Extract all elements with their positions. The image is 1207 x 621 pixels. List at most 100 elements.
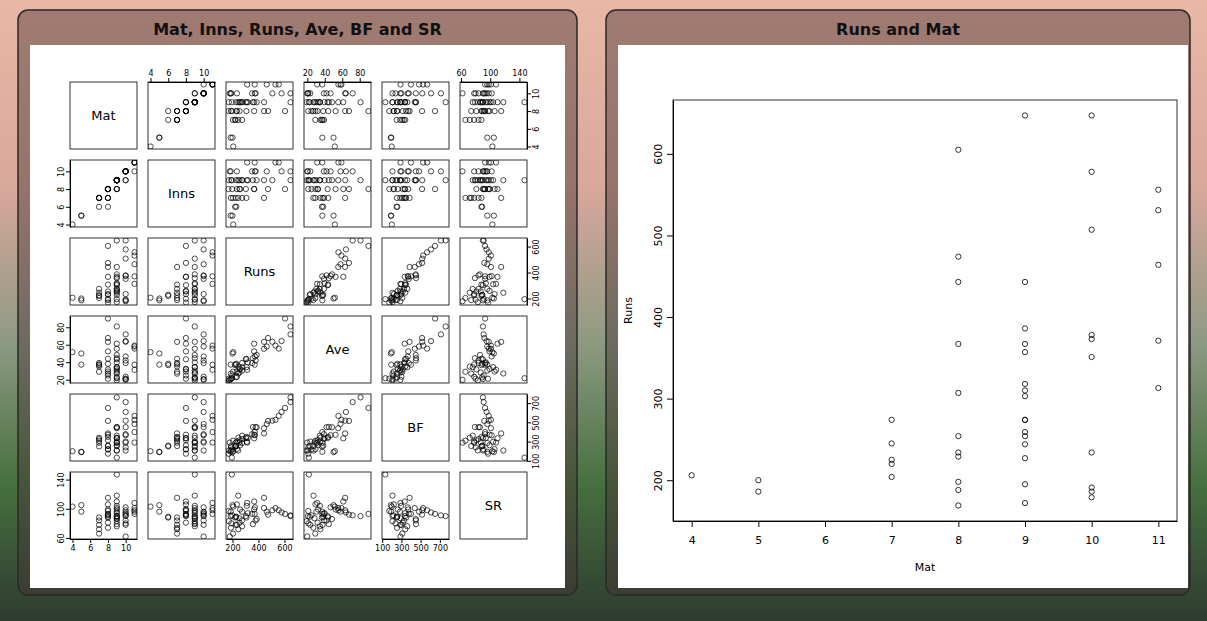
tick-mark [758, 521, 759, 527]
point [132, 281, 137, 286]
point [183, 508, 188, 513]
point [304, 448, 309, 453]
point [148, 295, 153, 300]
point [96, 195, 101, 200]
point [132, 343, 137, 348]
point [288, 332, 293, 337]
points [226, 316, 293, 383]
points [383, 160, 449, 227]
axis: 46810 [57, 161, 71, 228]
point [1022, 388, 1027, 393]
tick: 20 [57, 375, 70, 385]
point [306, 186, 311, 191]
points [689, 113, 1161, 508]
point [234, 374, 239, 379]
cell-frame [304, 160, 371, 227]
cell-frame [304, 316, 371, 383]
point [342, 431, 347, 436]
tick: 500 [527, 415, 541, 430]
point [192, 324, 197, 329]
tick-label: 100 [57, 502, 66, 517]
point [432, 186, 437, 191]
cell-frame [70, 160, 137, 227]
point [325, 186, 330, 191]
point [350, 91, 355, 96]
point [480, 186, 485, 191]
cell-frame [148, 472, 215, 539]
cell-frame [226, 160, 293, 227]
point [413, 178, 418, 183]
tick-mark [527, 147, 531, 148]
tick: 600 [527, 239, 541, 254]
point [132, 274, 137, 279]
point [328, 169, 333, 174]
point [148, 144, 153, 149]
point [484, 409, 489, 414]
point [252, 429, 257, 434]
tick-mark [126, 539, 127, 543]
point [96, 195, 101, 200]
point [487, 366, 492, 371]
point [157, 298, 162, 303]
points [70, 395, 137, 461]
points [226, 472, 293, 539]
point [309, 186, 314, 191]
point [407, 339, 412, 344]
point [321, 108, 326, 113]
point [201, 409, 206, 414]
cell-frame [460, 316, 527, 383]
point [321, 91, 326, 96]
point [174, 108, 179, 113]
point [232, 362, 237, 367]
point [398, 91, 403, 96]
point [288, 178, 293, 183]
tick-label: 300 [532, 434, 541, 449]
point [265, 186, 270, 191]
point [114, 264, 119, 269]
tick-mark [527, 273, 531, 274]
point [405, 178, 410, 183]
point [114, 178, 119, 183]
point [1156, 385, 1161, 390]
point [123, 440, 128, 445]
tick-label: 700 [532, 396, 541, 411]
point [192, 100, 197, 105]
point [306, 521, 311, 526]
point [319, 204, 324, 209]
tick: 11 [1152, 521, 1166, 547]
tick-label: 500 [414, 544, 429, 553]
point [105, 264, 110, 269]
tick-label: 10 [121, 544, 131, 553]
point [482, 429, 487, 434]
point [387, 186, 392, 191]
point [192, 433, 197, 438]
point [405, 354, 410, 359]
point [756, 489, 761, 494]
tick-label: 140 [512, 69, 527, 78]
tick-label: 400 [251, 544, 266, 553]
point [317, 178, 322, 183]
tick-mark [667, 317, 673, 318]
cell-frame [70, 472, 137, 539]
point [114, 357, 119, 362]
point [416, 82, 421, 87]
point [490, 222, 495, 227]
point [1022, 326, 1027, 331]
point [333, 108, 338, 113]
point [480, 91, 485, 96]
point [105, 376, 110, 381]
points [148, 395, 215, 461]
point [389, 222, 394, 227]
point [408, 362, 413, 367]
tick-mark [284, 539, 285, 543]
point [470, 433, 475, 438]
point [308, 291, 313, 296]
panel-cell [226, 160, 293, 227]
point [227, 91, 232, 96]
panel-cell [148, 472, 215, 539]
point [493, 281, 498, 286]
point [405, 286, 410, 291]
point [398, 377, 403, 382]
cell-frame [382, 472, 449, 539]
point [192, 100, 197, 105]
